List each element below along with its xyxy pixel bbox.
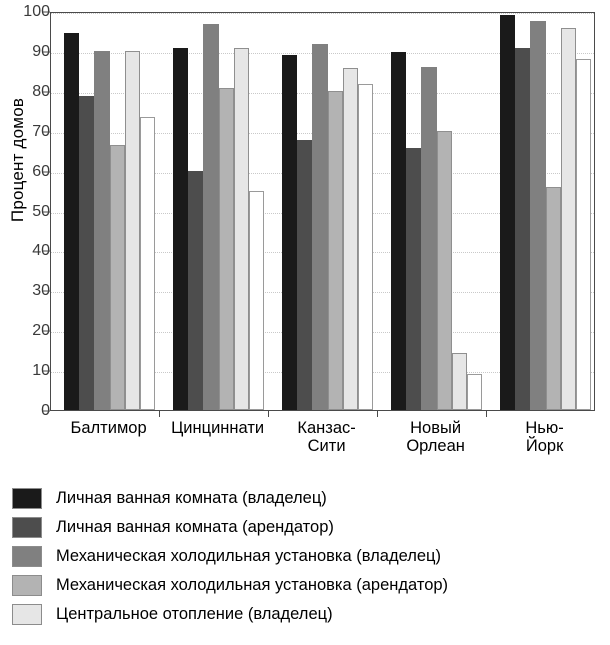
legend-swatch (12, 604, 42, 625)
legend-item[interactable]: Механическая холодильная установка (арен… (12, 571, 610, 600)
y-axis-ticks: 0 10 20 30 40 50 60 70 80 90 100 (0, 3, 50, 419)
bar (124, 51, 140, 410)
y-axis-tick-mark (43, 91, 50, 93)
y-axis-tick-label: 80 (32, 82, 50, 100)
plot-wrapper: Процент домов 0 10 20 30 40 50 60 70 80 90 100 Бал… (0, 3, 605, 456)
bar (391, 51, 407, 410)
x-axis-tick-mark (159, 411, 160, 417)
bar (218, 88, 234, 410)
bar (406, 148, 422, 410)
bar (94, 51, 110, 410)
y-axis-tick-label: 60 (32, 162, 50, 180)
bar (576, 58, 592, 410)
x-axis-tick-label: Цинциннати (171, 419, 265, 437)
y-axis-tick-label: 10 (32, 362, 50, 380)
bar (203, 24, 219, 410)
y-axis-tick-mark (43, 131, 50, 133)
x-axis-tick-label: Нью- (525, 419, 564, 437)
y-axis-tick-label: 70 (32, 122, 50, 140)
y-axis-tick-mark (43, 11, 50, 13)
bar (109, 145, 125, 410)
bar (188, 171, 204, 410)
bar (282, 54, 298, 410)
bar (249, 191, 265, 410)
x-axis-tick-label: Канзас- (297, 419, 356, 437)
bar (500, 15, 516, 410)
x-axis-group-label: Нью- Йорк (485, 419, 605, 456)
y-axis-tick-mark (43, 290, 50, 292)
y-axis-tick-mark (43, 370, 50, 372)
bar (140, 116, 156, 410)
bar (451, 353, 467, 410)
y-axis-tick-label: 90 (32, 42, 50, 60)
bar (436, 130, 452, 410)
bar (467, 374, 483, 410)
legend-item[interactable]: Личная ванная комната (владелец) (12, 484, 610, 513)
legend-item[interactable]: Личная ванная комната (арендатор) (12, 513, 610, 542)
legend-item[interactable]: Механическая холодильная установка (влад… (12, 542, 610, 571)
x-axis-tick-mark (377, 411, 378, 417)
bar (530, 20, 546, 410)
y-axis-tick-label: 50 (32, 202, 50, 220)
bar (421, 67, 437, 410)
y-axis-tick-mark (43, 171, 50, 173)
bar (312, 43, 328, 410)
x-axis-group-label: Цинциннати (158, 419, 278, 437)
bar (233, 47, 249, 410)
x-axis-tick-label: Балтимор (70, 419, 147, 437)
bar (358, 84, 374, 410)
x-axis-tick-label: Новый (410, 419, 462, 437)
bar (173, 47, 189, 410)
x-axis-tick-label: Йорк (525, 437, 564, 456)
y-axis-tick-label: 30 (32, 282, 50, 300)
bar (327, 91, 343, 410)
plot-area (50, 12, 595, 411)
bars-layer (51, 13, 594, 410)
bar (342, 67, 358, 410)
bar (297, 139, 313, 410)
y-axis-tick-label: 40 (32, 242, 50, 260)
x-axis-tick-mark (486, 411, 487, 417)
x-axis-tick-label: Сити (307, 437, 346, 456)
chart-legend: Личная ванная комната (владелец) Личная в… (12, 484, 610, 629)
y-axis-tick-mark (43, 410, 50, 412)
x-axis-group-label: Новый Орлеан (376, 419, 496, 456)
legend-swatch (12, 488, 42, 509)
legend-item-label: Механическая холодильная установка (влад… (56, 547, 441, 565)
legend-item-label: Центральное отопление (владелец) (56, 605, 333, 623)
legend-swatch (12, 575, 42, 596)
bar (515, 47, 531, 410)
legend-item-label: Личная ванная комната (арендатор) (56, 518, 334, 536)
y-axis-tick-mark (43, 250, 50, 252)
legend-item[interactable]: Центральное отопление (владелец) (12, 600, 610, 629)
legend-swatch (12, 517, 42, 538)
bar (545, 186, 561, 410)
y-axis-tick-mark (43, 51, 50, 53)
x-axis-group-label: Канзас- Сити (267, 419, 387, 456)
x-axis-tick-label: Орлеан (406, 437, 465, 456)
y-axis-tick-label: 100 (23, 3, 50, 20)
bar (560, 27, 576, 410)
legend-item-label: Личная ванная комната (владелец) (56, 489, 327, 507)
bar (79, 96, 95, 410)
y-axis-tick-mark (43, 211, 50, 212)
y-axis-tick-mark (43, 330, 50, 332)
y-axis-tick-label: 20 (32, 322, 50, 340)
x-axis-group-label: Балтимор (49, 419, 169, 437)
gridline (51, 13, 594, 14)
legend-item-label: Механическая холодильная установка (арен… (56, 576, 449, 594)
legend-swatch (12, 546, 42, 567)
x-axis-tick-mark (268, 411, 269, 417)
bar (64, 32, 80, 410)
